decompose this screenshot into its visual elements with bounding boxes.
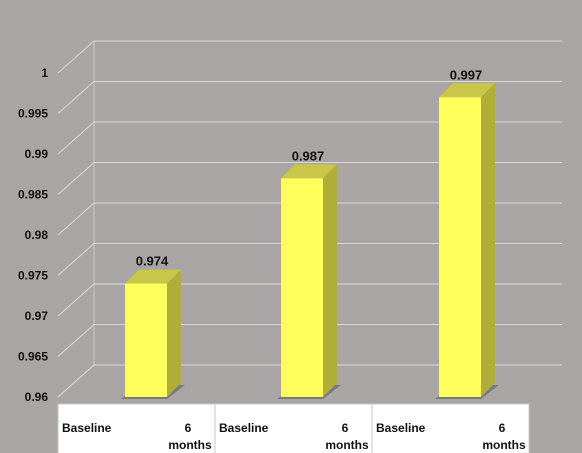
category-table [57, 403, 530, 453]
y-axis: 0.96 0.965 0.97 0.975 0.98 0.985 0.99 0.995 1 [18, 66, 48, 404]
category-label-baseline: Baseline [62, 421, 112, 435]
y-tick-label: 0.985 [18, 188, 48, 202]
bars: 0.974 0.987 0.997 [121, 67, 499, 399]
y-tick-label: 1 [41, 66, 48, 80]
gridline [57, 283, 562, 317]
gridline [57, 324, 562, 357]
bar-side-face [323, 164, 337, 397]
gridline [57, 243, 562, 276]
bar-front-face [281, 178, 323, 397]
category-label-6months: 6 months [168, 421, 212, 452]
data-label: 0.974 [136, 254, 169, 269]
y-tick-label: 0.98 [25, 228, 49, 242]
gridline [57, 162, 562, 195]
bar-side-face [167, 269, 181, 397]
bar-front-face [125, 283, 167, 397]
gridline [57, 364, 562, 398]
bar-side-face [481, 83, 495, 398]
y-tick-label: 0.975 [18, 269, 48, 283]
data-label: 0.997 [450, 67, 483, 82]
gridline [57, 202, 562, 236]
bar-3 [435, 83, 499, 399]
gridline [57, 121, 562, 155]
category-label-baseline: Baseline [219, 421, 269, 435]
bar-front-face [439, 97, 481, 398]
y-tick-label: 0.96 [25, 390, 49, 404]
category-label-6months: 6 months [482, 421, 526, 452]
y-tick-label: 0.97 [25, 309, 49, 323]
bar-2 [277, 164, 341, 399]
y-tick-label: 0.965 [18, 350, 48, 364]
y-tick-label: 0.99 [25, 147, 49, 161]
bar-1 [121, 269, 185, 399]
gridline [57, 40, 562, 74]
bar-top-face [439, 83, 495, 98]
bar-top-face [281, 164, 337, 179]
y-tick-label: 0.995 [18, 107, 48, 121]
bar-top-face [125, 269, 181, 284]
category-label-6months: 6 months [325, 421, 369, 452]
gridline [57, 81, 562, 114]
x-axis: Baseline 6 months Baseline 6 months Baseline 6 m… [57, 403, 530, 453]
category-label-baseline: Baseline [376, 421, 426, 435]
gridlines [57, 40, 562, 398]
data-label: 0.987 [292, 148, 325, 163]
